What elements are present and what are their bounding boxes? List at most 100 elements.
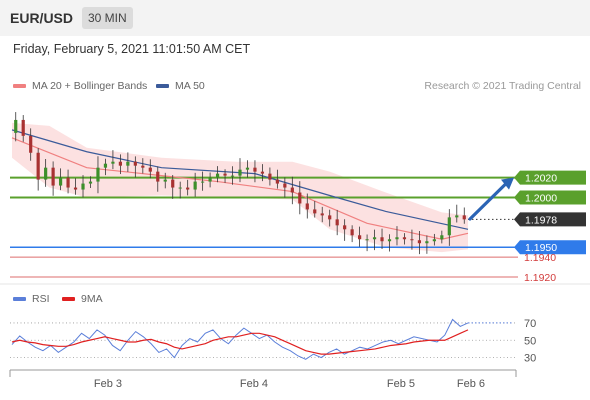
candle-body	[208, 177, 212, 182]
candle-body	[178, 187, 182, 189]
last-price-tag	[514, 212, 586, 227]
9ma-label: 9MA	[81, 293, 103, 305]
bollinger-band-area	[12, 122, 468, 253]
candle-body	[96, 167, 100, 182]
candle-body	[156, 171, 160, 182]
candle-body	[387, 239, 392, 242]
candle-body	[88, 181, 93, 184]
instrument-symbol: EUR/USD	[10, 10, 74, 26]
candle-body	[14, 119, 18, 133]
header-bar: EUR/USD 30 MIN	[0, 0, 590, 36]
candle-body	[238, 169, 242, 176]
candle-body	[447, 217, 451, 236]
candle-body	[186, 187, 190, 190]
candle-body	[290, 187, 294, 193]
candle-body	[313, 209, 317, 214]
candle-body	[58, 177, 63, 186]
candle-body	[141, 165, 145, 168]
candle-body	[432, 239, 436, 242]
ma20-swatch	[13, 84, 26, 89]
level-label-resistance: 1.2020	[525, 173, 557, 185]
level-label-support: 1.1920	[524, 272, 556, 284]
timestamp: Friday, February 5, 2021 11:01:50 AM CET	[13, 42, 251, 56]
rsi-tick-label: 50	[524, 335, 536, 347]
candle-body	[163, 179, 167, 182]
candle-body	[425, 241, 429, 244]
candle-body	[275, 179, 279, 184]
candle-body	[36, 152, 40, 180]
level-label-support: 1.1940	[524, 252, 556, 264]
candle-body	[133, 161, 137, 166]
candle-body	[350, 229, 354, 236]
9ma-swatch	[62, 297, 75, 302]
x-tick-label: Feb 4	[240, 378, 268, 390]
candle-body	[230, 175, 235, 177]
candle-body	[268, 173, 272, 180]
legend-rsi: RSI	[13, 293, 50, 305]
candle-body	[148, 167, 152, 172]
candle-body	[298, 192, 302, 204]
candle-body	[410, 239, 414, 241]
candle-body	[103, 163, 108, 168]
level-tag-resistance	[514, 170, 586, 185]
legend-ma20: MA 20 + Bollinger Bands	[13, 80, 147, 92]
level-label-pivot: 1.1950	[525, 242, 557, 254]
candle-body	[320, 213, 324, 216]
credit-text: Research © 2021 Trading Central	[424, 80, 581, 92]
candle-body	[395, 237, 399, 240]
last-price-label: 1.1978	[525, 214, 557, 226]
candle-body	[358, 235, 362, 240]
candle-body	[343, 225, 347, 230]
candle-body	[215, 173, 220, 178]
x-tick-label: Feb 3	[94, 378, 122, 390]
candle-body	[201, 181, 205, 183]
rsi-swatch	[13, 297, 26, 302]
candle-body	[305, 203, 309, 210]
candle-body	[118, 161, 122, 166]
candle-body	[44, 167, 48, 180]
rsi-9ma-line	[11, 329, 469, 355]
level-tag-resistance	[514, 190, 586, 205]
candle-body	[81, 183, 85, 190]
candle-body	[440, 235, 444, 240]
candle-body	[73, 187, 78, 190]
candle-body	[126, 161, 130, 166]
candle-body	[380, 237, 384, 242]
level-tag-pivot	[514, 240, 586, 255]
rsi-line	[11, 318, 469, 360]
candle-body	[462, 215, 466, 220]
candle-body	[193, 181, 197, 190]
rsi-label: RSI	[32, 293, 50, 305]
forecast-arrow-shaft	[468, 182, 508, 221]
candle-body	[365, 239, 369, 241]
candle-body	[455, 215, 459, 218]
candle-body	[402, 237, 407, 240]
candle-body	[29, 135, 33, 153]
legend-ma50: MA 50	[156, 80, 205, 92]
candle-body	[335, 219, 339, 226]
candle-body	[372, 237, 377, 240]
candle-body	[245, 167, 250, 170]
x-tick-label: Feb 5	[387, 378, 415, 390]
x-tick-label: Feb 6	[457, 378, 485, 390]
candle-body	[111, 161, 115, 164]
candle-body	[171, 179, 175, 188]
rsi-tick-label: 70	[524, 318, 536, 330]
ma50-label: MA 50	[175, 80, 205, 92]
level-label-resistance: 1.2000	[525, 192, 557, 204]
candle-body	[260, 171, 265, 174]
forecast-arrow-head	[501, 177, 514, 190]
candle-body	[328, 215, 332, 220]
candle-body	[51, 167, 55, 186]
ma20-label: MA 20 + Bollinger Bands	[32, 80, 148, 92]
ma50-swatch	[156, 84, 169, 89]
rsi-tick-label: 30	[524, 353, 536, 365]
timeframe-button[interactable]: 30 MIN	[82, 7, 133, 29]
candle-body	[283, 183, 287, 188]
legend-9ma: 9MA	[62, 293, 103, 305]
candle-body	[66, 177, 70, 188]
candle-body	[253, 167, 257, 172]
candle-body	[223, 173, 227, 176]
candle-body	[21, 119, 25, 136]
